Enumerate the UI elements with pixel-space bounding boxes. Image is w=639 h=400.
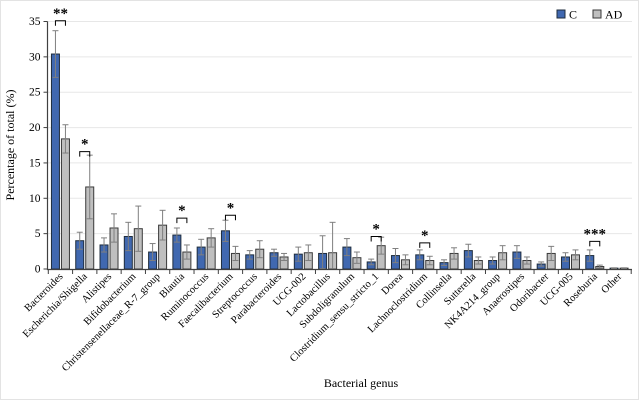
sig-label-Blautia: *	[178, 203, 186, 219]
y-tick-label: 20	[29, 122, 41, 134]
y-tick-label: 15	[29, 157, 41, 169]
sig-bracket-Roseburia	[589, 240, 601, 247]
sig-bracket-Bacteroides	[54, 20, 66, 26]
y-tick-label: 5	[35, 228, 41, 240]
sig-bracket-Lachnoclostridium	[419, 242, 431, 248]
sig-label-Clostridium_sensu_stricto_1: *	[372, 221, 380, 237]
y-tick-label: 25	[29, 87, 41, 99]
ticks	[43, 21, 632, 274]
sig-bracket-Blautia	[176, 217, 188, 224]
gridlines	[47, 21, 632, 235]
y-tick-label: 35	[29, 16, 41, 28]
error-bars	[52, 30, 628, 270]
sig-label-Roseburia: ***	[584, 226, 607, 242]
sig-label-Faecalibacterium: *	[227, 200, 235, 216]
sig-label-Escherichia/Shigella: *	[81, 137, 89, 153]
sig-bracket-Escherichia/Shigella	[79, 151, 91, 157]
y-tick-label: 30	[29, 51, 41, 63]
legend: C AD	[556, 8, 623, 22]
sig-label-Bacteroides: **	[53, 6, 68, 22]
sig-label-Lachnoclostridium: *	[421, 228, 429, 244]
y-tick-label: 0	[35, 264, 41, 276]
x-axis-title: Bacterial genus	[324, 376, 399, 390]
y-tick-label: 10	[29, 193, 41, 205]
bar-C-Bacteroides	[50, 53, 60, 270]
sig-bracket-Faecalibacterium	[224, 214, 236, 221]
sig-bracket-Clostridium_sensu_stricto_1	[370, 235, 382, 242]
x-category-labels: BacteroidesEscherichia/ShigellaAlistipes…	[21, 271, 624, 374]
y-tick-labels: 0 5 10 15 20 25 30 35	[29, 16, 41, 276]
legend-swatch-C	[556, 9, 566, 19]
legend-label-C: C	[569, 8, 577, 22]
bar-AD-Bacteroides	[60, 138, 70, 270]
y-axis-title: Percentage of total (%)	[3, 90, 17, 201]
legend-label-AD: AD	[605, 8, 623, 22]
significance-markers: **** ** * ***	[53, 6, 606, 248]
legend-swatch-AD	[592, 9, 602, 19]
x-category-label: Other	[599, 271, 624, 296]
